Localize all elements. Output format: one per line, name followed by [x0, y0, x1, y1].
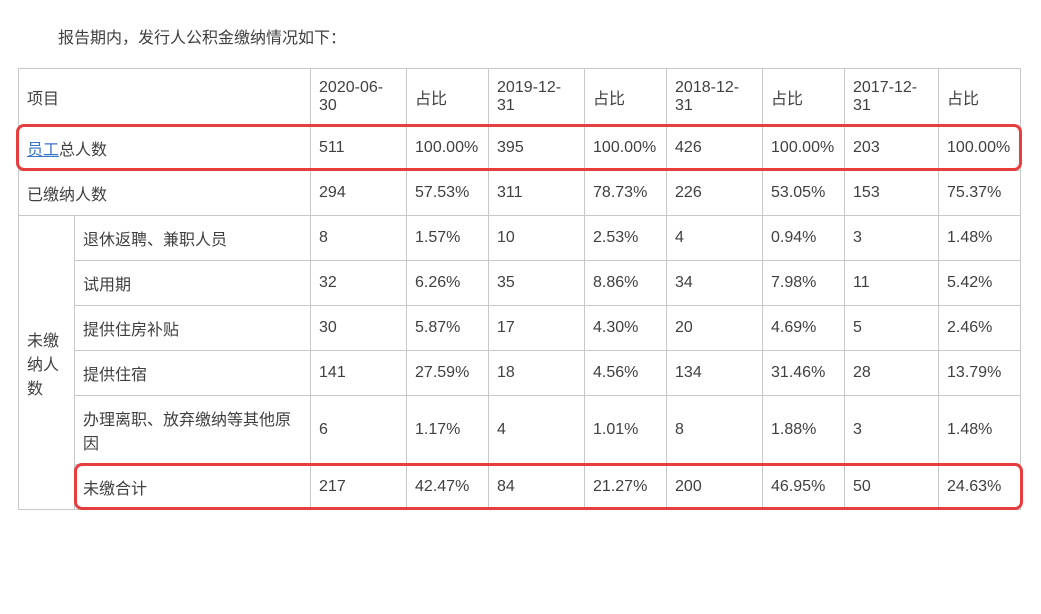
cell: 50	[845, 465, 939, 510]
cell: 53.05%	[763, 171, 845, 216]
cell: 1.57%	[407, 216, 489, 261]
table-row: 已缴纳人数 294 57.53% 311 78.73% 226 53.05% 1…	[19, 171, 1021, 216]
cell: 511	[311, 126, 407, 171]
col-header-pct: 占比	[763, 69, 845, 126]
sub-label: 提供住房补贴	[75, 306, 311, 351]
col-header-2020: 2020-06-30	[311, 69, 407, 126]
cell: 100.00%	[585, 126, 667, 171]
cell: 1.48%	[939, 216, 1021, 261]
col-header-pct: 占比	[407, 69, 489, 126]
cell: 311	[489, 171, 585, 216]
employee-link[interactable]: 员工	[27, 142, 59, 159]
cell: 2.46%	[939, 306, 1021, 351]
cell: 8.86%	[585, 261, 667, 306]
cell: 17	[489, 306, 585, 351]
cell: 21.27%	[585, 465, 667, 510]
sub-label: 提供住宿	[75, 351, 311, 396]
cell: 4.69%	[763, 306, 845, 351]
col-header-item: 项目	[19, 69, 311, 126]
cell: 32	[311, 261, 407, 306]
table-caption: 报告期内，发行人公积金缴纳情况如下：	[58, 24, 1023, 48]
table-row: 未缴合计 217 42.47% 84 21.27% 200 46.95% 50 …	[19, 465, 1021, 510]
cell: 27.59%	[407, 351, 489, 396]
cell: 6.26%	[407, 261, 489, 306]
cell: 5	[845, 306, 939, 351]
cell: 4.30%	[585, 306, 667, 351]
cell: 84	[489, 465, 585, 510]
cell: 3	[845, 396, 939, 465]
cell: 100.00%	[407, 126, 489, 171]
table-row: 员工总人数 511 100.00% 395 100.00% 426 100.00…	[19, 126, 1021, 171]
cell: 134	[667, 351, 763, 396]
table-row: 办理离职、放弃缴纳等其他原因 6 1.17% 4 1.01% 8 1.88% 3…	[19, 396, 1021, 465]
sub-label: 试用期	[75, 261, 311, 306]
cell: 4.56%	[585, 351, 667, 396]
cell: 4	[489, 396, 585, 465]
cell: 1.88%	[763, 396, 845, 465]
cell: 11	[845, 261, 939, 306]
sub-label: 退休返聘、兼职人员	[75, 216, 311, 261]
cell: 4	[667, 216, 763, 261]
row-label-paid: 已缴纳人数	[19, 171, 311, 216]
cell: 24.63%	[939, 465, 1021, 510]
cell: 200	[667, 465, 763, 510]
cell: 2.53%	[585, 216, 667, 261]
cell: 34	[667, 261, 763, 306]
col-header-2017: 2017-12-31	[845, 69, 939, 126]
col-header-2019: 2019-12-31	[489, 69, 585, 126]
cell: 153	[845, 171, 939, 216]
cell: 5.42%	[939, 261, 1021, 306]
cell: 395	[489, 126, 585, 171]
col-header-pct: 占比	[939, 69, 1021, 126]
header-row: 项目 2020-06-30 占比 2019-12-31 占比 2018-12-3…	[19, 69, 1021, 126]
cell: 8	[311, 216, 407, 261]
cell: 10	[489, 216, 585, 261]
cell: 0.94%	[763, 216, 845, 261]
cell: 7.98%	[763, 261, 845, 306]
cell: 294	[311, 171, 407, 216]
cell: 75.37%	[939, 171, 1021, 216]
cell: 203	[845, 126, 939, 171]
cell: 5.87%	[407, 306, 489, 351]
cell: 28	[845, 351, 939, 396]
row-label-unpaid-group: 未缴纳人数	[19, 216, 75, 510]
cell: 217	[311, 465, 407, 510]
cell: 100.00%	[763, 126, 845, 171]
cell: 42.47%	[407, 465, 489, 510]
cell: 78.73%	[585, 171, 667, 216]
sub-label: 办理离职、放弃缴纳等其他原因	[75, 396, 311, 465]
cell: 8	[667, 396, 763, 465]
col-header-2018: 2018-12-31	[667, 69, 763, 126]
cell: 1.48%	[939, 396, 1021, 465]
cell: 226	[667, 171, 763, 216]
label-rest: 总人数	[59, 142, 107, 159]
table-row: 试用期 32 6.26% 35 8.86% 34 7.98% 11 5.42%	[19, 261, 1021, 306]
fund-table: 项目 2020-06-30 占比 2019-12-31 占比 2018-12-3…	[18, 68, 1021, 510]
cell: 6	[311, 396, 407, 465]
table-wrapper: 项目 2020-06-30 占比 2019-12-31 占比 2018-12-3…	[18, 68, 1020, 510]
cell: 13.79%	[939, 351, 1021, 396]
cell: 35	[489, 261, 585, 306]
cell: 57.53%	[407, 171, 489, 216]
row-label-total-employees: 员工总人数	[19, 126, 311, 171]
table-row: 未缴纳人数 退休返聘、兼职人员 8 1.57% 10 2.53% 4 0.94%…	[19, 216, 1021, 261]
cell: 31.46%	[763, 351, 845, 396]
cell: 1.01%	[585, 396, 667, 465]
cell: 3	[845, 216, 939, 261]
cell: 20	[667, 306, 763, 351]
cell: 141	[311, 351, 407, 396]
cell: 100.00%	[939, 126, 1021, 171]
cell: 46.95%	[763, 465, 845, 510]
col-header-pct: 占比	[585, 69, 667, 126]
cell: 30	[311, 306, 407, 351]
cell: 1.17%	[407, 396, 489, 465]
table-row: 提供住宿 141 27.59% 18 4.56% 134 31.46% 28 1…	[19, 351, 1021, 396]
sub-label-total-unpaid: 未缴合计	[75, 465, 311, 510]
table-row: 提供住房补贴 30 5.87% 17 4.30% 20 4.69% 5 2.46…	[19, 306, 1021, 351]
cell: 426	[667, 126, 763, 171]
cell: 18	[489, 351, 585, 396]
